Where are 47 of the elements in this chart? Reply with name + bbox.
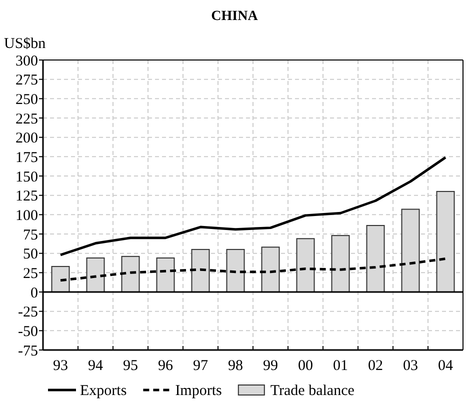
y-tick-label: 300 — [16, 53, 38, 70]
legend-label: Exports — [80, 383, 127, 399]
y-tick-label: 250 — [16, 92, 38, 108]
x-tick-label: 03 — [403, 358, 418, 374]
x-tick-label: 97 — [193, 358, 208, 374]
y-tick-label: -75 — [18, 343, 38, 360]
bar — [331, 235, 350, 292]
bar — [366, 224, 385, 292]
bar — [296, 238, 315, 292]
x-tick-label: 01 — [333, 358, 348, 374]
bar — [86, 257, 105, 292]
y-tick-label: -25 — [18, 304, 38, 321]
line-series — [59, 257, 447, 282]
bar — [121, 256, 140, 292]
chart-title: CHINA — [211, 9, 259, 24]
bar — [156, 257, 175, 292]
y-tick-label: 50 — [23, 246, 38, 263]
x-tick-label: 96 — [158, 358, 174, 374]
y-tick-label: 175 — [16, 150, 38, 166]
y-tick-label: -50 — [18, 324, 38, 340]
y-tick-label: 0 — [30, 285, 38, 302]
y-tick-label: 275 — [16, 72, 38, 89]
y-tick-label: 125 — [16, 188, 38, 205]
y-tick-label: 225 — [16, 111, 38, 128]
x-tick-label: 98 — [228, 358, 243, 374]
y-tick-label: 200 — [16, 130, 38, 147]
y-tick-label: 100 — [16, 208, 38, 224]
legend-label: Imports — [175, 383, 222, 399]
line-series — [59, 156, 447, 256]
bar — [191, 248, 210, 292]
x-tick-label: 02 — [368, 358, 383, 374]
bar — [261, 246, 280, 292]
x-tick-label: 94 — [88, 358, 104, 374]
bar — [51, 266, 70, 292]
y-tick-label: 150 — [16, 169, 38, 186]
x-tick-label: 93 — [53, 358, 68, 374]
bar — [226, 248, 245, 292]
legend-label: Trade balance — [270, 383, 355, 399]
x-tick-label: 95 — [123, 358, 138, 374]
y-tick-label: 75 — [23, 227, 38, 244]
x-tick-label: 99 — [263, 358, 278, 374]
y-tick-label: 25 — [23, 266, 38, 282]
x-tick-label: 04 — [438, 358, 454, 374]
y-axis-title: US$bn — [4, 36, 46, 52]
bar — [436, 190, 455, 292]
x-tick-label: 00 — [298, 358, 313, 374]
bar — [401, 208, 420, 292]
